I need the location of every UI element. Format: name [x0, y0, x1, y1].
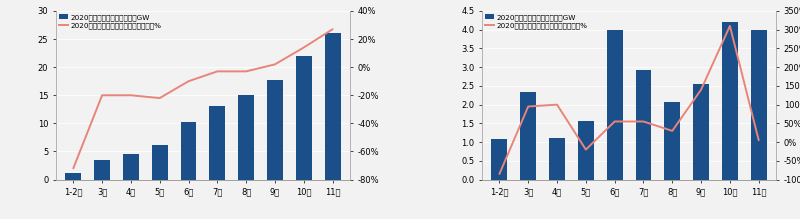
- Bar: [210, 106, 226, 180]
- Bar: [94, 160, 110, 180]
- Bar: [267, 79, 283, 180]
- Bar: [664, 102, 680, 180]
- Bar: [238, 95, 254, 180]
- Bar: [152, 145, 168, 180]
- Bar: [635, 70, 651, 180]
- Legend: 2020年光伏每月新增装机量，GW, 2020年光伏每月新增装机量同比增速，%: 2020年光伏每月新增装机量，GW, 2020年光伏每月新增装机量同比增速，%: [484, 13, 588, 30]
- Bar: [606, 30, 622, 180]
- Bar: [578, 121, 594, 180]
- Bar: [520, 92, 536, 180]
- Bar: [750, 30, 766, 180]
- Bar: [491, 140, 507, 180]
- Bar: [66, 173, 82, 180]
- Bar: [325, 34, 341, 180]
- Bar: [296, 56, 312, 180]
- Bar: [722, 22, 738, 180]
- Legend: 2020年光伏新增累计装机量，GW, 2020年光伏新增累计装机量同比增速，%: 2020年光伏新增累计装机量，GW, 2020年光伏新增累计装机量同比增速，%: [58, 13, 162, 30]
- Bar: [181, 122, 197, 180]
- Bar: [693, 84, 709, 180]
- Bar: [123, 154, 139, 180]
- Bar: [549, 138, 565, 180]
